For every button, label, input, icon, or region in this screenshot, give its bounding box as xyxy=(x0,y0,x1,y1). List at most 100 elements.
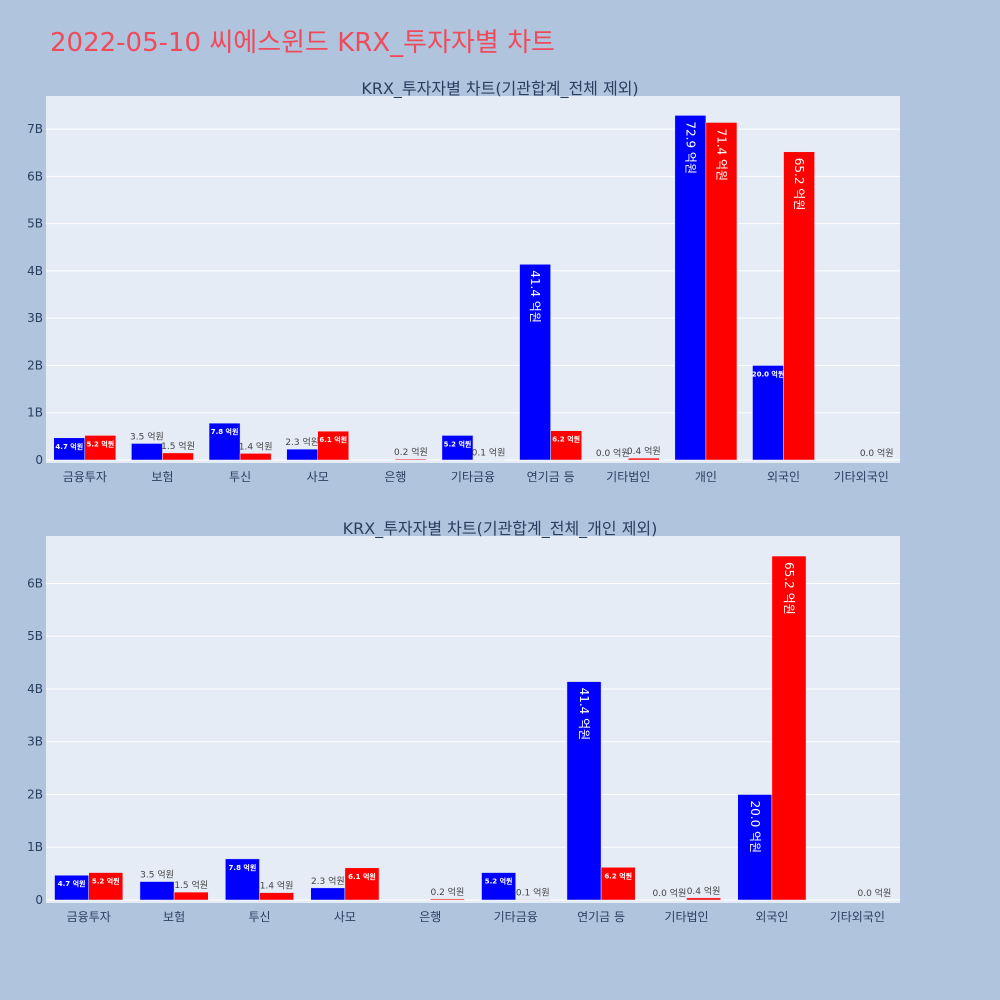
bar-value-label: 4.7 억원 xyxy=(55,442,83,451)
bar-buy[interactable] xyxy=(310,887,346,901)
bar-value-label: 1.4 억원 xyxy=(260,880,294,892)
bar-buy[interactable] xyxy=(54,874,89,901)
bar-value-label: 65.2 억원 xyxy=(782,562,796,615)
bar-value-label: 5.2 억원 xyxy=(444,439,472,448)
bar-sell[interactable] xyxy=(395,458,427,461)
y-tick-label: 4B xyxy=(27,264,43,278)
bar-value-label: 4.7 억원 xyxy=(58,879,86,888)
bar-value-label: 7.8 억원 xyxy=(211,427,239,436)
y-tick-label: 1B xyxy=(27,840,43,854)
bar-sell[interactable] xyxy=(628,457,660,461)
bar-value-label: 6.2 억원 xyxy=(552,435,580,444)
x-tick-label: 금융투자 xyxy=(67,910,111,924)
y-tick-label: 3B xyxy=(27,735,43,749)
bar-buy[interactable] xyxy=(566,681,602,901)
bar-sell[interactable] xyxy=(515,899,551,901)
bar-value-label: 0.0 억원 xyxy=(860,447,894,459)
chart-top: KRX_투자자별 차트(기관합계_전체 제외) 0 1B 2B 3B 4B 5B 6B 7B 금융… xyxy=(27,79,900,484)
x-tick-label: 사모 xyxy=(334,910,356,924)
x-tick-label: 기타법인 xyxy=(606,470,650,484)
y-tick-label: 2B xyxy=(27,787,43,801)
bar-value-label: 5.2 억원 xyxy=(485,877,513,886)
y-tick-label: 4B xyxy=(27,682,43,696)
bar-value-label: 0.1 억원 xyxy=(516,886,550,898)
bar-buy[interactable] xyxy=(752,365,784,461)
bar-value-label: 72.9 억원 xyxy=(683,121,697,174)
chart-title: KRX_투자자별 차트(기관합계_전체 제외) xyxy=(361,79,638,99)
bar-value-label: 41.4 억원 xyxy=(577,688,591,741)
bar-sell[interactable] xyxy=(173,891,209,901)
bar-buy[interactable] xyxy=(674,115,707,461)
x-tick-label: 금융투자 xyxy=(63,470,107,484)
x-tick-label: 개인 xyxy=(695,470,717,484)
x-tick-label: 연기금 등 xyxy=(527,470,575,484)
bar-value-label: 5.2 억원 xyxy=(86,439,114,448)
bar-sell[interactable] xyxy=(84,435,117,461)
chart-bottom: KRX_투자자별 차트(기관합계_전체_개인 제외) 0 1B 2B 3B 4B 5B 6B 금… xyxy=(27,519,900,924)
bar-buy[interactable] xyxy=(481,872,516,901)
bar-buy[interactable] xyxy=(225,858,260,901)
bar-value-label: 0.1 억원 xyxy=(472,447,506,459)
bar-sell[interactable] xyxy=(259,892,294,901)
bar-value-label: 41.4 억원 xyxy=(528,270,542,323)
bar-value-label: 0.2 억원 xyxy=(431,886,465,898)
bar-sell[interactable] xyxy=(771,555,807,901)
x-tick-label: 투신 xyxy=(229,470,251,484)
bar-sell[interactable] xyxy=(783,151,815,461)
x-tick-label: 외국인 xyxy=(767,470,800,484)
y-tick-label: 0 xyxy=(35,893,43,907)
y-tick-label: 5B xyxy=(27,217,43,231)
x-tick-label: 외국인 xyxy=(755,910,788,924)
y-tick-label: 1B xyxy=(27,406,43,420)
y-tick-label: 3B xyxy=(27,311,43,325)
bar-value-label: 65.2 억원 xyxy=(792,158,806,211)
bar-value-label: 0.4 억원 xyxy=(627,445,661,457)
bar-value-label: 20.0 억원 xyxy=(748,800,762,853)
x-tick-label: 기타외국인 xyxy=(830,910,885,924)
x-tick-label: 연기금 등 xyxy=(577,910,625,924)
bar-sell[interactable] xyxy=(430,898,465,901)
y-tick-label: 2B xyxy=(27,358,43,372)
bar-value-label: 3.5 억원 xyxy=(140,869,174,881)
bar-value-label: 0.0 억원 xyxy=(858,887,892,899)
bar-value-label: 3.5 억원 xyxy=(130,430,164,442)
y-tick-label: 0 xyxy=(35,453,43,467)
page-title: 2022-05-10 씨에스윈드 KRX_투자자별 차트 xyxy=(50,28,555,58)
bar-sell[interactable] xyxy=(317,430,350,461)
bar-sell[interactable] xyxy=(88,872,124,901)
bar-buy[interactable] xyxy=(737,794,773,901)
y-tick-label: 6B xyxy=(27,169,43,183)
bar-sell[interactable] xyxy=(705,122,738,461)
bar-sell[interactable] xyxy=(600,867,636,901)
x-tick-label: 기타금융 xyxy=(494,910,538,924)
x-tick-label: 은행 xyxy=(384,469,406,484)
x-tick-label: 보험 xyxy=(163,910,185,924)
bar-sell[interactable] xyxy=(686,897,721,901)
bar-buy[interactable] xyxy=(131,443,163,461)
bar-sell[interactable] xyxy=(162,452,194,461)
bar-value-label: 6.1 억원 xyxy=(348,872,376,881)
x-tick-label: 기타외국인 xyxy=(834,470,889,484)
bar-value-label: 71.4 억원 xyxy=(714,128,728,181)
x-tick-label: 사모 xyxy=(307,470,329,484)
x-tick-label: 보험 xyxy=(151,470,173,484)
x-tick-label: 기타법인 xyxy=(664,910,708,924)
bar-buy[interactable] xyxy=(441,435,474,461)
x-tick-label: 투신 xyxy=(248,910,270,924)
bar-sell[interactable] xyxy=(344,867,380,901)
bar-value-label: 6.2 억원 xyxy=(604,871,632,880)
bar-value-label: 2.3 억원 xyxy=(285,436,319,448)
bar-value-label: 2.3 억원 xyxy=(311,875,345,887)
y-tick-label: 5B xyxy=(27,629,43,643)
x-tick-label: 기타금융 xyxy=(451,470,495,484)
bar-sell[interactable] xyxy=(550,430,582,461)
bar-buy[interactable] xyxy=(286,448,318,461)
bar-buy[interactable] xyxy=(208,422,241,461)
bar-value-label: 6.1 억원 xyxy=(319,435,347,444)
bar-value-label: 0.2 억원 xyxy=(394,446,428,458)
bar-value-label: 0.0 억원 xyxy=(596,447,630,459)
bar-sell[interactable] xyxy=(239,453,272,461)
x-tick-label: 은행 xyxy=(419,909,441,924)
bar-buy[interactable] xyxy=(519,264,551,461)
bar-buy[interactable] xyxy=(139,881,175,901)
